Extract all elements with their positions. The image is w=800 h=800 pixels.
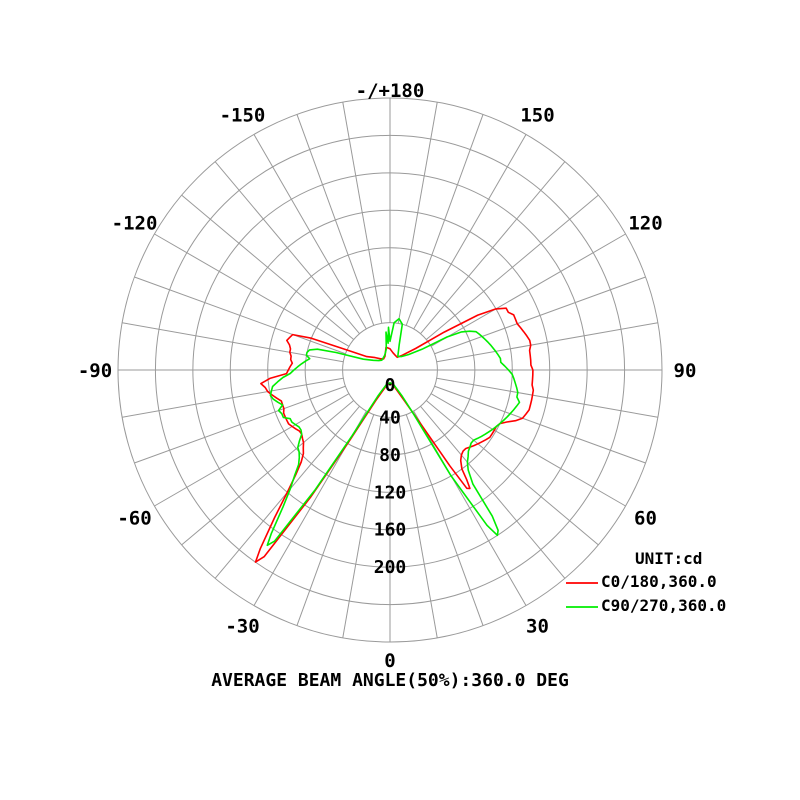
angle-tick-label: 60 [634,508,657,530]
grid-spoke [430,233,626,347]
angle-tick-label: -60 [117,508,151,530]
grid-spoke [420,406,566,579]
grid-spoke [436,322,658,363]
grid-spoke [296,114,375,326]
radial-tick-label: 40 [379,407,401,428]
grid-spoke [434,276,646,355]
angle-tick-label: -/+180 [356,80,425,102]
legend-items: C0/180,360.0 C90/270,360.0 [566,572,726,615]
angle-tick-label: 90 [674,360,697,382]
angle-tick-label: 0 [384,650,395,672]
legend-entry: C0/180,360.0 [601,572,717,591]
grid-spoke [405,114,484,326]
series-layer [254,307,535,563]
grid-spoke [413,134,527,330]
grid-spoke [181,194,354,340]
grid-spoke [405,414,484,626]
angle-tick-label: 30 [526,615,549,637]
grid-spoke [342,102,383,324]
beam-angle-caption: AVERAGE BEAM ANGLE(50%):360.0 DEG [211,670,569,691]
legend-unit-label: UNIT:cd [635,549,702,568]
angle-tick-label: -30 [225,615,259,637]
legend: UNIT:cd C0/180,360.0 C90/270,360.0 [566,549,726,615]
grid-spoke [397,416,438,638]
radial-tick-label: 160 [374,520,407,541]
series-line-c90-270 [266,317,521,547]
angle-tick-label: -150 [220,105,266,127]
polar-grid [117,97,663,643]
grid-spoke [181,400,354,546]
legend-entry: C90/270,360.0 [601,596,726,615]
grid-spoke [426,194,599,340]
grid-spoke [430,393,626,507]
grid-spoke [122,377,344,418]
grid-spoke [434,385,646,464]
grid-spoke [154,233,350,347]
angle-tick-label: -90 [78,360,112,382]
grid-spoke [426,400,599,546]
grid-spoke [413,410,527,606]
radial-tick-label: 200 [374,557,407,578]
grid-spoke [342,416,383,638]
grid-spoke [253,134,367,330]
radial-tick-label: 120 [374,482,407,503]
radial-tick-label: 80 [379,445,401,466]
grid-spoke [397,102,438,324]
radial-tick-labels: 0 40 80 120 160 200 [374,375,407,578]
angle-tick-label: -120 [112,213,158,235]
grid-spoke [436,377,658,418]
grid-spoke [134,385,346,464]
grid-spoke [214,161,360,334]
grid-spoke [134,276,346,355]
angle-tick-label: 120 [628,213,662,235]
grid-spoke [296,414,375,626]
grid-spoke [420,161,566,334]
radial-tick-label: 0 [385,375,396,396]
grid-spoke [154,393,350,507]
angle-tick-labels: 0 30 60 90 120 150 -/+180 -150 -120 -90 -60 -30 [78,80,697,672]
angle-tick-label: 150 [520,105,554,127]
